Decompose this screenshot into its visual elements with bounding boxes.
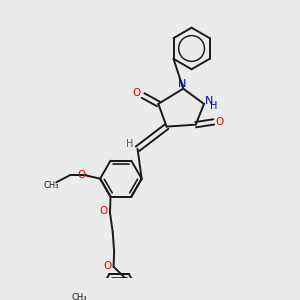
Text: O: O <box>77 169 86 179</box>
Text: H: H <box>210 100 218 111</box>
Text: O: O <box>103 261 112 271</box>
Text: CH₃: CH₃ <box>44 181 59 190</box>
Text: O: O <box>216 117 224 127</box>
Text: O: O <box>100 206 108 216</box>
Text: N: N <box>178 79 186 89</box>
Text: N: N <box>205 96 213 106</box>
Text: O: O <box>133 88 141 98</box>
Text: CH₃: CH₃ <box>71 293 87 300</box>
Text: H: H <box>126 139 134 149</box>
